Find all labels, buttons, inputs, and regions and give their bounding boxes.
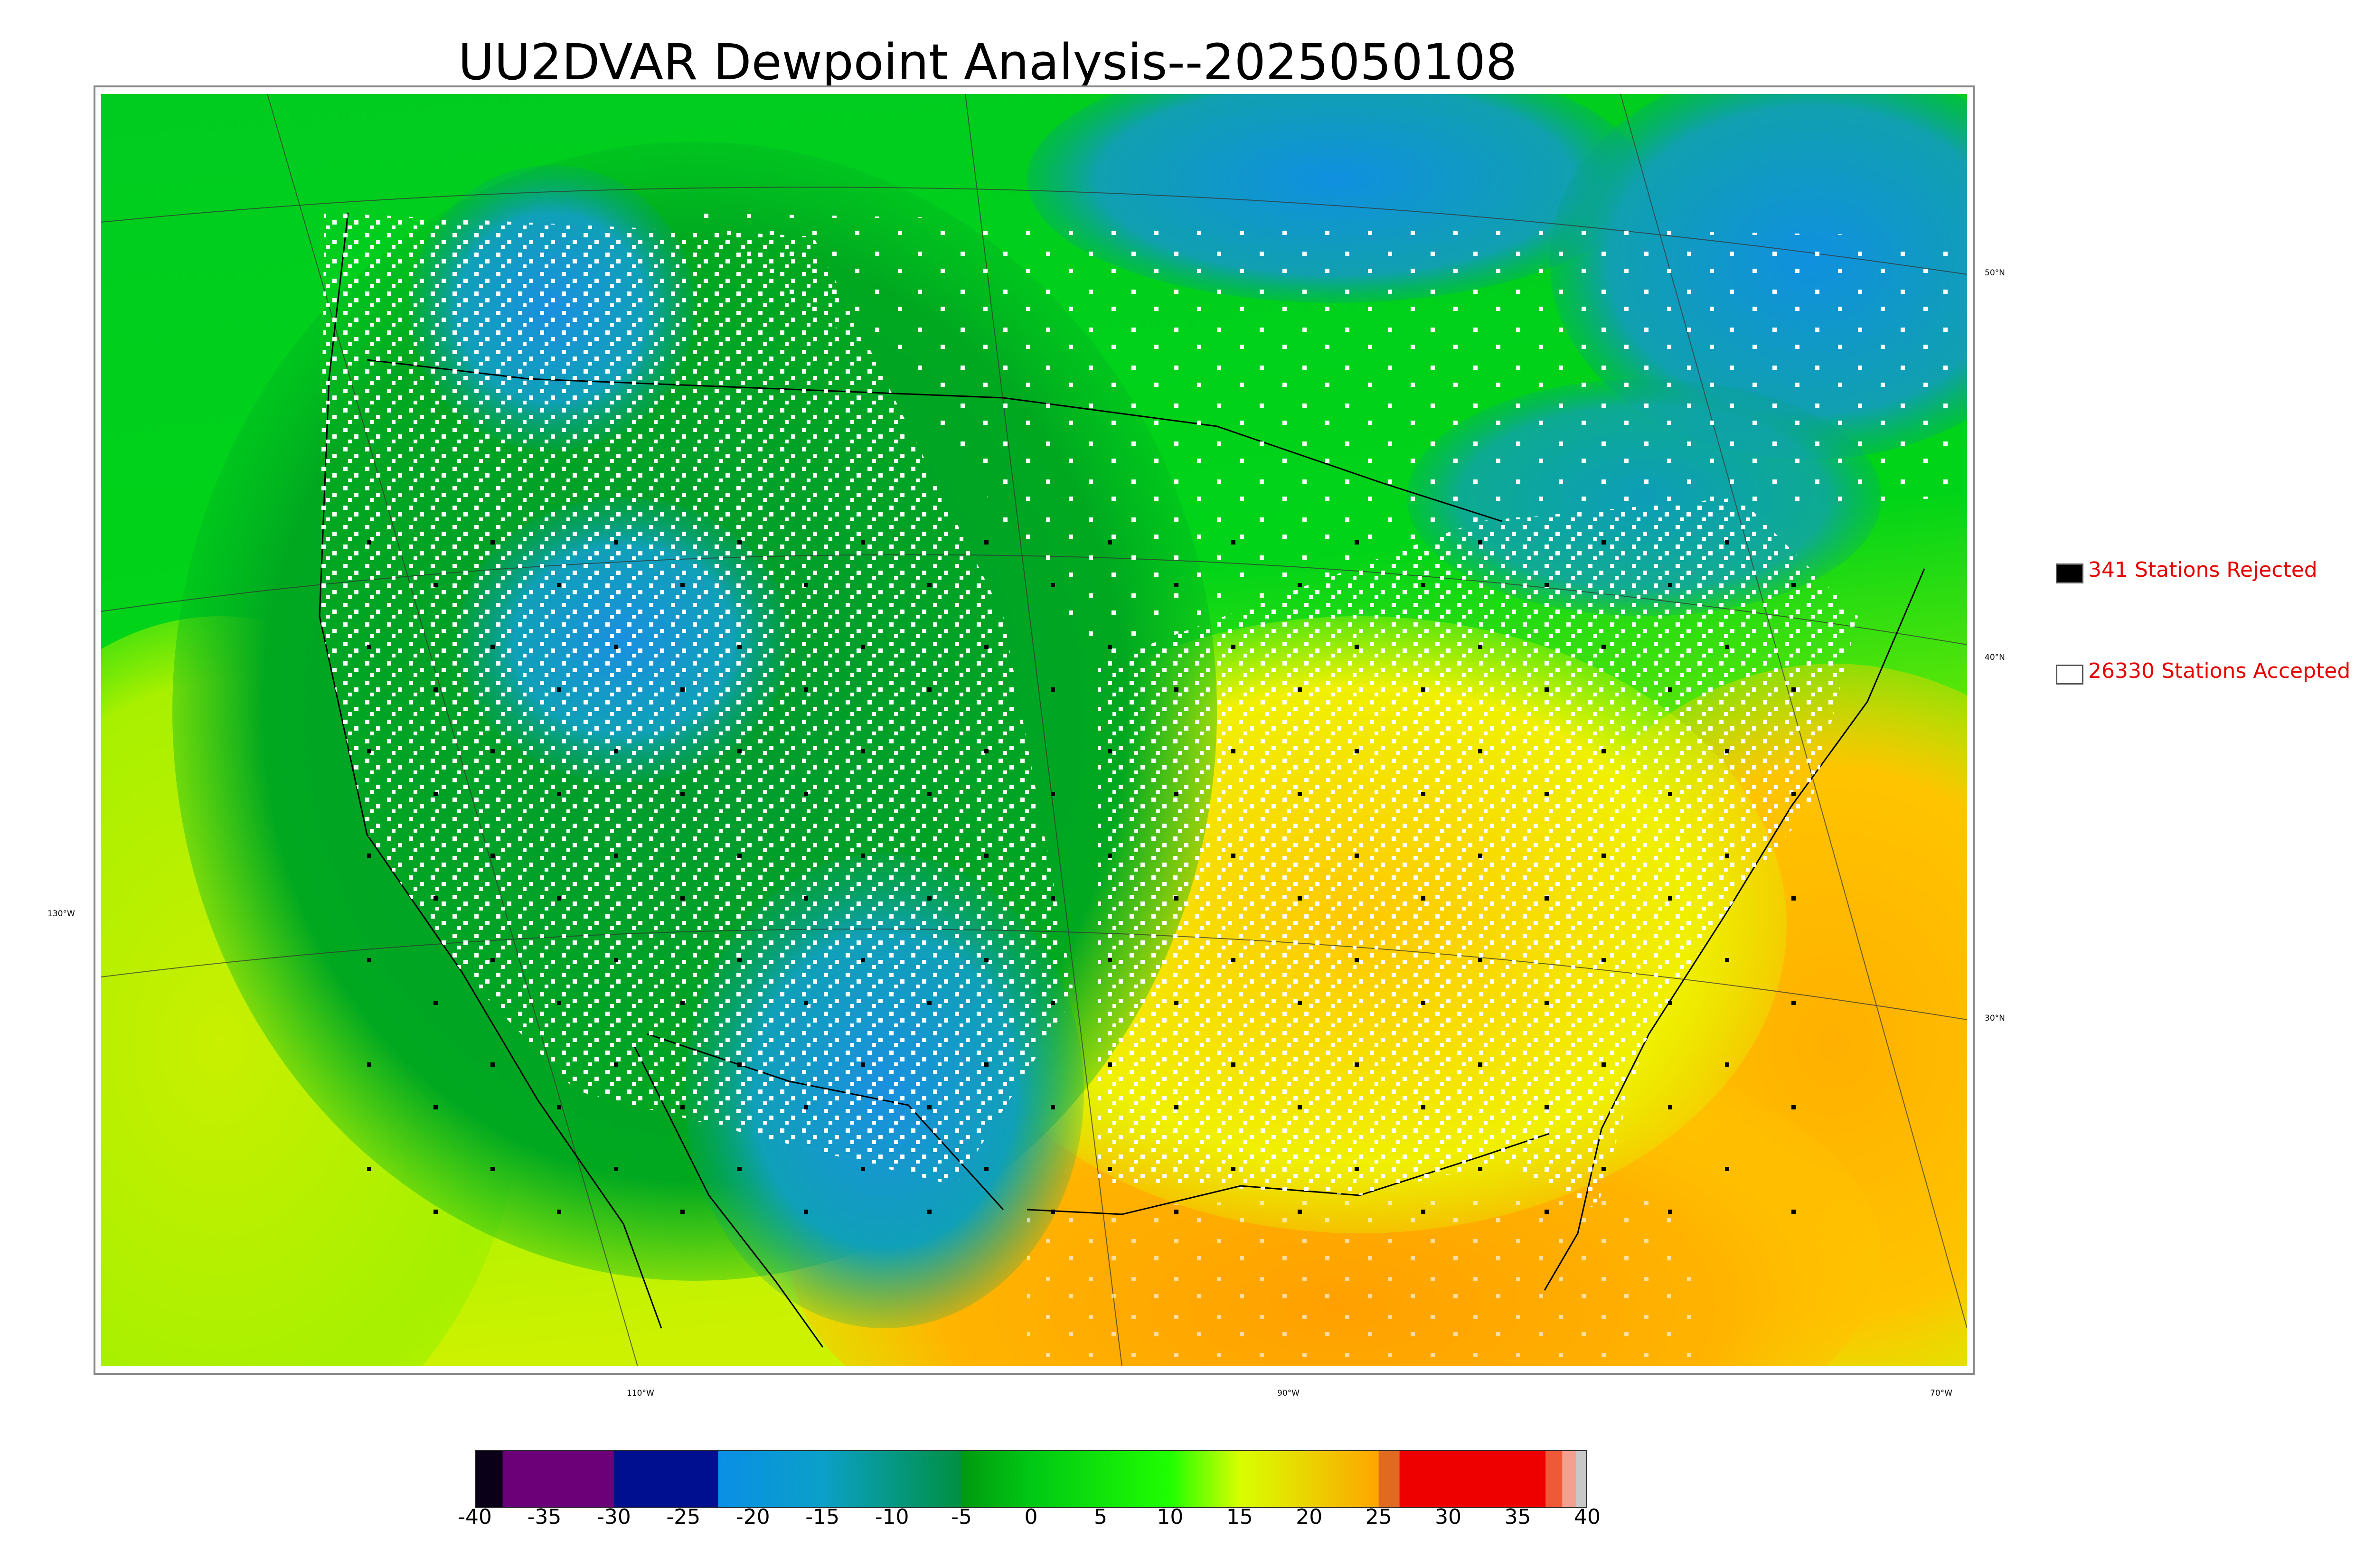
colorbar-tick-label: -20 bbox=[735, 1505, 770, 1529]
colorbar bbox=[475, 1450, 1587, 1508]
lon-label-70w: 70°W bbox=[1930, 1389, 1952, 1398]
colorbar-segment bbox=[475, 1450, 503, 1508]
colorbar-tick-label: -30 bbox=[596, 1505, 631, 1529]
colorbar-segment bbox=[1170, 1450, 1240, 1508]
colorbar-segment bbox=[1031, 1450, 1170, 1508]
colorbar-tick-label: 35 bbox=[1504, 1505, 1531, 1529]
colorbar-border bbox=[475, 1450, 1587, 1508]
colorbar-segment bbox=[502, 1450, 614, 1508]
colorbar-tick-label: -5 bbox=[951, 1505, 972, 1529]
colorbar-tick-label: 10 bbox=[1157, 1505, 1184, 1529]
colorbar-segment bbox=[613, 1450, 719, 1508]
colorbar-segment bbox=[1378, 1450, 1400, 1508]
legend-rejected-swatch bbox=[2056, 563, 2083, 583]
colorbar-tick-label: 0 bbox=[1024, 1505, 1038, 1529]
colorbar-segment bbox=[822, 1450, 962, 1508]
colorbar-tick-label: -40 bbox=[458, 1505, 492, 1529]
colorbar-segment bbox=[1576, 1450, 1587, 1508]
map-title: UU2DVAR Dewpoint Analysis--2025050108 bbox=[458, 33, 1517, 91]
legend-accepted-swatch bbox=[2056, 665, 2083, 685]
station-markers bbox=[320, 213, 1953, 1366]
colorbar-tick-label: -15 bbox=[805, 1505, 840, 1529]
colorbar-tick-label: -25 bbox=[666, 1505, 701, 1529]
colorbar-segment bbox=[1239, 1450, 1379, 1508]
lon-label-130w: 130°W bbox=[47, 909, 75, 919]
rejected-stations bbox=[324, 521, 1810, 1233]
colorbar-segment bbox=[1399, 1450, 1546, 1508]
lat-label-50n: 50°N bbox=[1985, 268, 2005, 278]
legend-rejected-label: 341 Stations Rejected bbox=[2088, 558, 2317, 582]
lon-label-90w: 90°W bbox=[1277, 1389, 1300, 1398]
colorbar-segment bbox=[961, 1450, 1031, 1508]
lat-label-30n: 30°N bbox=[1985, 1014, 2005, 1023]
colorbar-tick-label: 40 bbox=[1574, 1505, 1601, 1529]
colorbar-tick-label: 20 bbox=[1296, 1505, 1323, 1529]
legend-accepted-label: 26330 Stations Accepted bbox=[2088, 659, 2351, 683]
accepted-stations-sparse bbox=[671, 213, 1953, 664]
colorbar-tick-label: 30 bbox=[1435, 1505, 1462, 1529]
dewpoint-map[interactable] bbox=[101, 94, 1967, 1366]
colorbar-tick-label: 15 bbox=[1226, 1505, 1253, 1529]
colorbar-segment bbox=[1545, 1450, 1563, 1508]
colorbar-segment bbox=[718, 1450, 823, 1508]
colorbar-tick-label: -35 bbox=[527, 1505, 562, 1529]
colorbar-tick-label: 5 bbox=[1093, 1505, 1107, 1529]
lat-label-40n: 40°N bbox=[1985, 653, 2005, 662]
lon-label-110w: 110°W bbox=[627, 1389, 654, 1398]
colorbar-tick-label: -10 bbox=[875, 1505, 909, 1529]
colorbar-segment bbox=[1562, 1450, 1577, 1508]
colorbar-tick-label: 25 bbox=[1365, 1505, 1392, 1529]
